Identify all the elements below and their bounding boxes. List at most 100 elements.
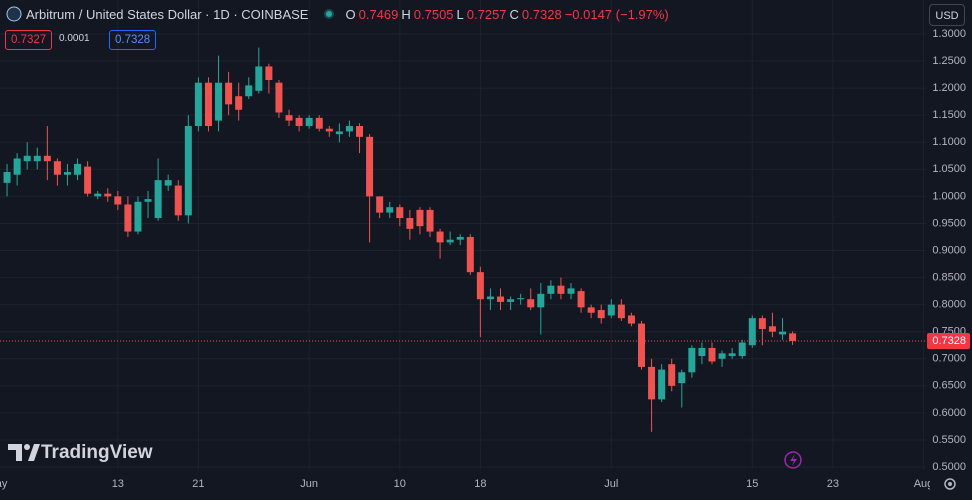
gear-center[interactable]	[948, 482, 952, 486]
candle-body	[577, 291, 585, 308]
candle-body	[497, 296, 505, 302]
x-tick-label: Aug	[914, 478, 934, 490]
candle-body	[164, 180, 172, 186]
y-tick-label: 1.1000	[932, 136, 966, 148]
x-tick-label: Jul	[604, 478, 618, 490]
candle-body	[114, 196, 122, 205]
legend-header: Arbitrum / United States Dollar · 1D · C…	[6, 4, 672, 24]
candle-body	[648, 366, 656, 400]
candle-body	[285, 115, 293, 121]
candle-body	[668, 364, 676, 386]
x-tick-label: 10	[394, 478, 406, 490]
candle-body	[758, 318, 766, 329]
candle-body	[265, 66, 273, 81]
logo-mark	[28, 444, 40, 461]
symbol-icon	[6, 6, 22, 22]
x-tick-label: 13	[112, 478, 124, 490]
candle-body	[426, 209, 434, 232]
y-tick-label: 1.2000	[932, 82, 966, 94]
candle-body	[3, 172, 11, 183]
candle-body	[789, 333, 797, 342]
y-tick-label: 0.5500	[932, 434, 966, 446]
candle-body	[718, 353, 726, 359]
price-axis-panel	[926, 0, 972, 500]
candle-body	[768, 326, 776, 332]
last-price-tag	[927, 333, 970, 350]
x-tick-label: 15	[746, 478, 758, 490]
candle-body	[255, 66, 263, 91]
candle-body	[527, 299, 535, 308]
candle-body	[104, 193, 112, 197]
y-tick-label: 0.7000	[932, 353, 966, 365]
buy-button[interactable]: 0.7328	[109, 30, 157, 50]
candle-body	[698, 347, 706, 357]
lightning-bolt[interactable]	[790, 454, 797, 466]
lightning-circle[interactable]	[784, 451, 802, 469]
high-label: H	[401, 6, 411, 22]
spread: 0.0001	[59, 33, 90, 44]
candle-body	[708, 347, 716, 362]
candle-body	[194, 82, 202, 127]
candle-body	[295, 117, 303, 127]
settings-icon[interactable]	[944, 478, 956, 490]
candle-body	[225, 82, 233, 105]
y-tick-label: 1.0500	[932, 163, 966, 175]
y-tick-label: 0.6000	[932, 407, 966, 419]
candle-body	[184, 126, 192, 216]
candle-body	[63, 172, 71, 175]
last-price-label: 0.7328	[932, 335, 966, 347]
candle-body	[738, 342, 746, 357]
logo-mark	[8, 444, 22, 461]
candle-body	[476, 272, 484, 300]
candle-body	[386, 207, 394, 213]
candle-body	[94, 193, 102, 197]
y-tick-label: 0.8000	[932, 299, 966, 311]
candle-body	[617, 304, 625, 319]
candle-body	[345, 126, 353, 132]
candle-body	[486, 296, 494, 300]
candle-body	[204, 82, 212, 127]
candle-body	[466, 236, 474, 273]
watermark-text: TradingView	[41, 442, 153, 463]
gear[interactable]	[944, 478, 956, 490]
candle-body	[547, 285, 555, 294]
low-value: 0.7257	[466, 6, 507, 22]
y-tick-label: 1.3000	[932, 28, 966, 40]
y-tick-label: 0.5000	[932, 461, 966, 473]
candle-body	[406, 218, 414, 229]
candle-body	[376, 196, 384, 213]
watermark: TradingView	[8, 442, 153, 463]
candle-body	[517, 298, 525, 300]
candle-body	[658, 369, 666, 400]
currency-button[interactable]: USD	[929, 4, 965, 26]
x-tick-label: Jun	[300, 478, 318, 490]
candle-body	[325, 128, 333, 132]
candle-body	[315, 117, 323, 129]
y-tick-label: 1.2500	[932, 55, 966, 67]
status-dot	[324, 9, 335, 19]
candle-body	[778, 331, 786, 335]
lightning-icon[interactable]	[784, 451, 802, 469]
candle-body	[305, 117, 313, 127]
plot	[0, 47, 926, 432]
grid	[0, 0, 926, 470]
candle-body	[366, 136, 374, 197]
candle-body	[13, 158, 21, 175]
candle-body	[356, 126, 364, 137]
candle-body	[436, 231, 444, 243]
y-tick-label: 1.1500	[932, 109, 966, 121]
candle-body	[557, 285, 565, 294]
sell-button[interactable]: 0.7327	[5, 30, 53, 50]
candle-body	[597, 310, 605, 319]
x-tick-label: 23	[827, 478, 839, 490]
candle-body	[416, 209, 424, 227]
candle-body	[74, 163, 82, 175]
y-tick-label: 0.9500	[932, 217, 966, 229]
candle-body	[245, 85, 253, 97]
candle-body	[53, 161, 61, 175]
y-tick-label: 0.8500	[932, 271, 966, 283]
candle-body	[84, 166, 92, 194]
